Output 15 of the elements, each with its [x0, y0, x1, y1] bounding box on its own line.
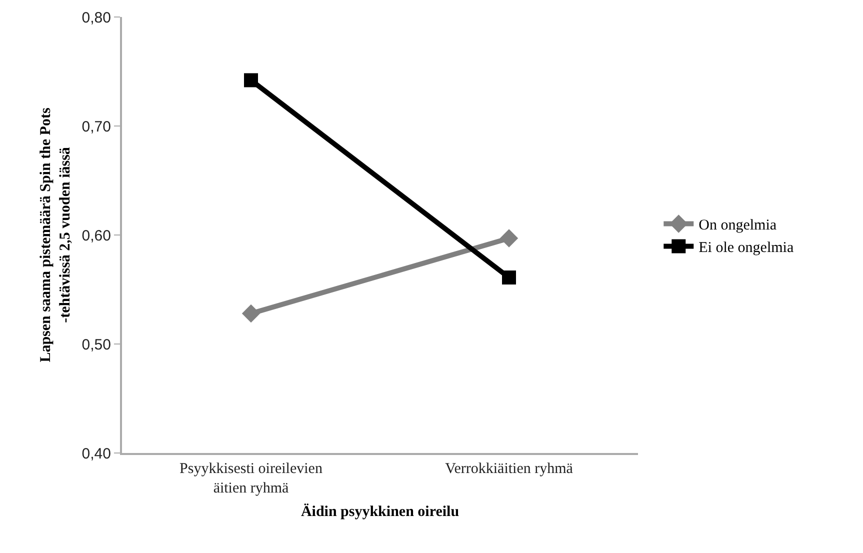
legend-label: On ongelmia: [698, 218, 777, 234]
y-axis-title: Lapsen saama pistemäärä Spin the Pots -tehtävissä 2,5 vuoden iässä: [38, 108, 74, 362]
y-tick-label: 0,40: [82, 445, 111, 462]
y-tick-label: 0,60: [82, 227, 111, 244]
legend-label: Ei ole ongelmia: [698, 240, 794, 256]
point: [502, 270, 516, 285]
point: [244, 73, 258, 88]
x-axis-title: Äidin psyykkinen oireilu: [300, 503, 460, 520]
y-tick-label: 0,50: [82, 336, 111, 354]
x-tick-label: Psyykkisesti oireilevien äitien ryhmä: [180, 461, 323, 496]
x-tick-label: Verrokkiäitien ryhmä: [445, 461, 574, 477]
point: [500, 229, 518, 248]
point: [242, 304, 260, 323]
y-tick-label: 0,80: [82, 9, 111, 26]
y-tick-label: 0,70: [82, 118, 111, 136]
